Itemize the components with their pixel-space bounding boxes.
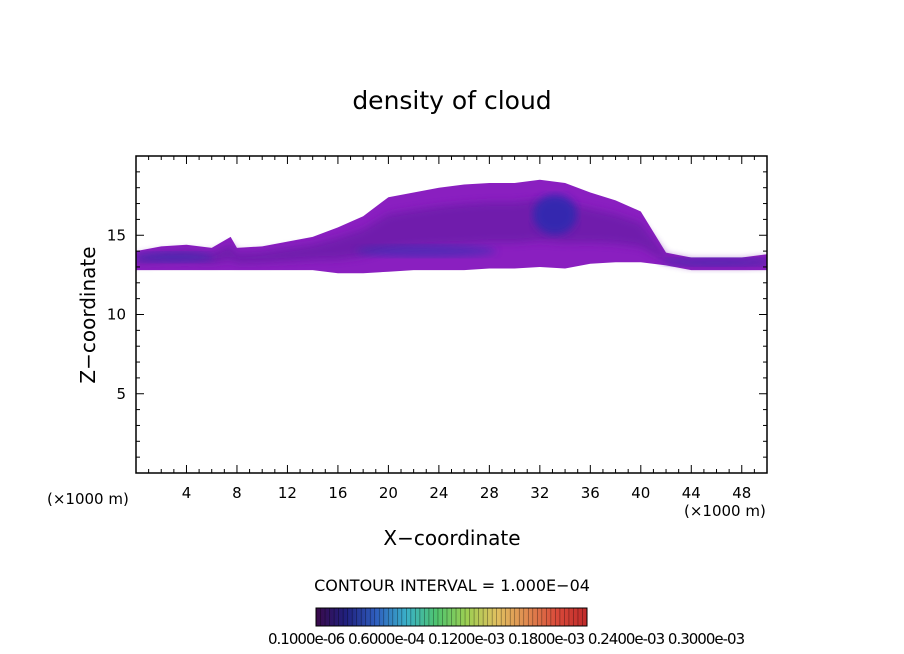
cloud-layer <box>136 179 767 274</box>
cloud-band-mid <box>356 245 497 258</box>
x-tick-label: 32 <box>530 484 549 502</box>
x-tick-label: 24 <box>429 484 448 502</box>
x-tick-label: 4 <box>182 484 192 502</box>
x-tick-label: 36 <box>581 484 600 502</box>
x-unit-label-right: (×1000 m) <box>684 502 766 520</box>
x-axis: 4 8 12 16 20 24 28 32 36 40 44 48 <box>148 156 755 502</box>
colorbar-ticks <box>320 608 583 626</box>
cloud-inner-band <box>136 199 767 267</box>
y-tick-label: 10 <box>107 306 126 324</box>
y-axis: 5 10 15 <box>107 171 767 458</box>
x-tick-label: 20 <box>379 484 398 502</box>
colorbar-tick-labels: 0.1000e-06 0.6000e-04 0.1200e-03 0.1800e… <box>268 630 745 648</box>
cloud-band-left <box>136 252 214 263</box>
cloud-band-right <box>661 258 767 267</box>
x-tick-label: 28 <box>480 484 499 502</box>
x-tick-label: 16 <box>328 484 347 502</box>
x-unit-label-left: (×1000 m) <box>47 490 129 508</box>
contour-interval-label: CONTOUR INTERVAL = 1.000E−04 <box>314 576 590 595</box>
x-tick-label: 8 <box>232 484 242 502</box>
x-tick-label: 12 <box>278 484 297 502</box>
cloud-core <box>532 194 577 235</box>
chart-title: density of cloud <box>352 86 552 115</box>
x-axis-label: X−coordinate <box>383 526 521 550</box>
x-tick-label: 48 <box>732 484 751 502</box>
y-tick-label: 5 <box>116 385 126 403</box>
x-tick-label: 40 <box>631 484 650 502</box>
y-tick-label: 15 <box>107 226 126 244</box>
x-tick-label: 44 <box>682 484 701 502</box>
y-axis-label: Z−coordinate <box>76 246 100 384</box>
